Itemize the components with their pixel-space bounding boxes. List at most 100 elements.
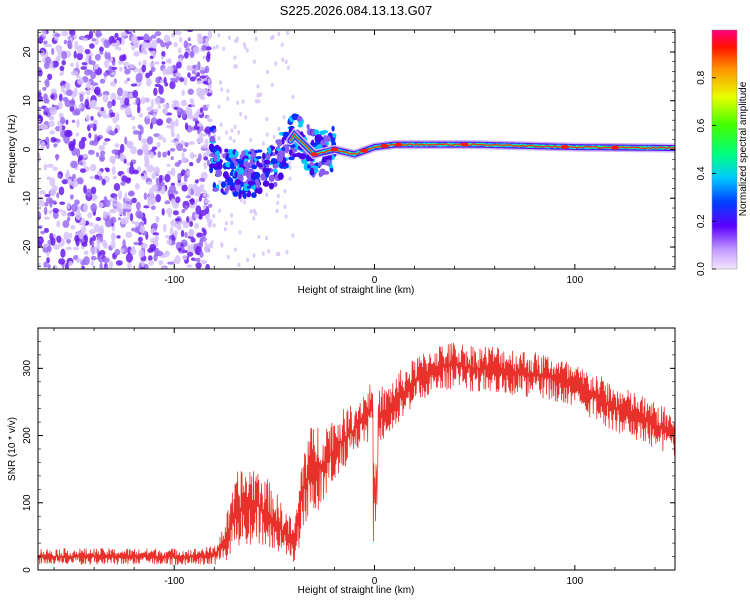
noise-blob: [47, 264, 51, 269]
noise-blob: [90, 246, 98, 255]
noise-blob: [127, 191, 134, 197]
noise-blob: [83, 184, 87, 194]
noise-blob: [186, 65, 193, 71]
noise-blob: [228, 135, 232, 141]
noise-blob: [122, 90, 129, 100]
noise-blob: [185, 195, 192, 199]
noise-blob: [124, 80, 128, 84]
signal-blob: [330, 137, 336, 143]
noise-blob: [90, 71, 97, 80]
noise-blob: [186, 216, 190, 224]
noise-blob: [117, 217, 121, 221]
noise-blob: [58, 258, 66, 265]
noise-blob: [274, 61, 278, 66]
noise-blob: [114, 248, 121, 256]
noise-blob: [217, 104, 221, 110]
noise-blob: [237, 130, 241, 135]
noise-blob: [120, 248, 125, 253]
signal-blob: [243, 183, 250, 192]
noise-blob: [139, 225, 146, 234]
signal-blob: [265, 170, 270, 178]
noise-blob: [199, 209, 207, 217]
noise-blob: [193, 214, 201, 218]
figure-title: S225.2026.084.13.13.G07: [280, 3, 433, 18]
noise-blob: [220, 242, 224, 247]
signal-blob: [266, 152, 271, 161]
top-x-tick-label: -100: [164, 275, 184, 286]
noise-blob: [70, 224, 76, 230]
noise-blob: [206, 116, 210, 121]
noise-blob: [80, 66, 87, 70]
noise-blob: [99, 51, 104, 55]
noise-blob: [93, 64, 99, 70]
noise-blob: [87, 149, 95, 155]
signal-blob: [270, 158, 278, 165]
noise-blob: [286, 65, 290, 70]
noise-blob: [76, 148, 81, 158]
noise-blob: [116, 87, 124, 97]
noise-blob: [217, 136, 221, 141]
noise-blob: [206, 54, 211, 63]
noise-blob: [78, 154, 84, 161]
noise-blob: [43, 261, 48, 268]
noise-blob: [160, 41, 167, 48]
noise-blob: [282, 114, 286, 120]
noise-blob: [91, 85, 95, 92]
noise-blob: [44, 193, 51, 198]
signal-hotspot: [310, 152, 319, 157]
noise-blob: [59, 201, 66, 205]
noise-blob: [114, 154, 119, 160]
bottom-x-tick-label: 100: [566, 576, 583, 587]
colorbar-ticks: 0.0 0.2 0.4 0.6 0.8: [696, 70, 716, 276]
noise-blob: [90, 260, 95, 267]
noise-blob: [119, 143, 125, 153]
noise-blob: [176, 143, 184, 152]
noise-blob: [94, 106, 101, 110]
noise-blob: [110, 92, 117, 102]
noise-blob: [110, 232, 116, 242]
signal-blob: [242, 192, 247, 200]
noise-blob: [233, 247, 237, 252]
noise-blob: [59, 65, 65, 72]
noise-blob: [187, 187, 191, 197]
signal-hotspot: [610, 145, 619, 150]
noise-blob: [84, 49, 91, 55]
noise-blob: [167, 261, 175, 265]
noise-blob: [40, 124, 49, 131]
noise-blob: [186, 264, 193, 268]
noise-blob: [51, 47, 55, 56]
noise-blob: [121, 104, 128, 108]
noise-blob: [78, 140, 86, 150]
noise-blob: [149, 122, 154, 130]
noise-blob: [89, 43, 95, 49]
noise-blob: [233, 124, 237, 130]
noise-blob: [179, 77, 185, 83]
noise-blob: [222, 46, 226, 52]
noise-blob: [137, 148, 144, 156]
noise-blob: [136, 105, 141, 114]
noise-blob: [82, 37, 88, 42]
noise-blob: [189, 98, 194, 103]
noise-blob: [43, 93, 48, 101]
signal-blob: [256, 160, 260, 167]
noise-blob: [122, 201, 128, 211]
noise-blob: [177, 247, 182, 252]
noise-blob: [125, 177, 131, 184]
noise-blob: [150, 205, 156, 211]
noise-blob: [254, 36, 258, 42]
noise-blob: [110, 208, 115, 213]
noise-blob: [102, 211, 108, 219]
signal-band-layer: [289, 133, 675, 155]
noise-blob: [254, 99, 258, 104]
bottom-axis-ticks: -100 0 100 0 100 200 300: [22, 327, 675, 587]
signal-blob: [282, 161, 287, 167]
noise-blob: [154, 61, 160, 65]
noise-blob: [51, 60, 59, 68]
noise-blob: [134, 221, 140, 227]
noise-blob: [149, 151, 155, 159]
noise-blob: [170, 167, 176, 177]
noise-blob: [66, 202, 71, 210]
noise-blob: [130, 146, 137, 155]
noise-blob: [74, 40, 79, 50]
noise-blob: [91, 197, 96, 202]
